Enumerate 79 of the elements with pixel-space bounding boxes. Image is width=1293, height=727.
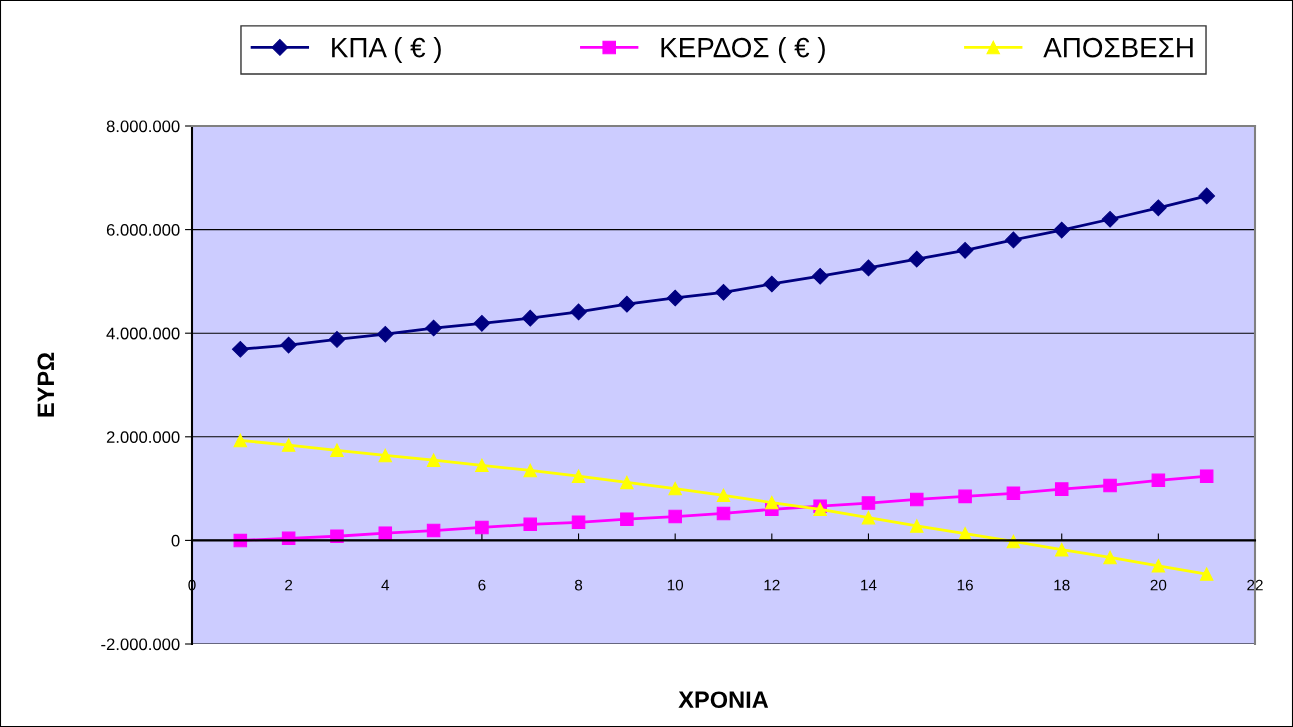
point <box>1005 231 1022 249</box>
point <box>281 438 296 452</box>
point <box>618 295 636 313</box>
y-tick-label: -2.000.000 <box>101 638 180 651</box>
point <box>521 309 539 327</box>
x-axis-title: ΧΡΟΝΙΑ <box>678 691 769 709</box>
point <box>716 488 731 503</box>
point <box>1103 550 1117 565</box>
point <box>376 325 394 343</box>
x-tick-label: 14 <box>861 579 877 591</box>
y-tick-label: 8.000.000 <box>106 120 180 133</box>
legend-label: ΚΕΡΔΟΣ ( € ) <box>661 37 825 63</box>
point <box>908 250 926 268</box>
y-tick-label: 4.000.000 <box>106 327 180 340</box>
point <box>231 340 249 358</box>
point <box>1151 473 1166 488</box>
point <box>330 529 344 544</box>
y-tick-label: 0 <box>171 534 180 547</box>
point <box>910 519 924 533</box>
point <box>716 506 731 521</box>
point <box>475 458 489 473</box>
point <box>763 275 781 293</box>
y-tick-label: 2.000.000 <box>106 431 180 443</box>
point <box>1054 482 1069 496</box>
point <box>813 502 827 517</box>
point <box>523 517 537 532</box>
point <box>426 453 441 467</box>
point <box>571 515 586 530</box>
point <box>328 331 346 348</box>
point <box>1101 210 1119 228</box>
point <box>860 259 877 277</box>
x-tick-label: 18 <box>1054 579 1070 591</box>
point <box>1199 567 1214 581</box>
point <box>426 523 441 538</box>
point <box>620 475 634 490</box>
point <box>378 448 393 463</box>
x-tick-label: 12 <box>764 579 780 591</box>
x-tick-label: 16 <box>957 579 973 591</box>
point <box>668 509 682 524</box>
point <box>765 495 779 510</box>
point <box>1103 478 1117 493</box>
point <box>378 526 393 540</box>
x-tick-label: 2 <box>285 579 293 591</box>
point <box>330 443 344 458</box>
point <box>475 520 489 535</box>
point <box>861 510 876 525</box>
point <box>1149 199 1167 217</box>
point <box>811 267 829 285</box>
x-tick-label: 8 <box>574 579 583 591</box>
x-tick-label: 10 <box>667 579 684 591</box>
point <box>571 469 586 483</box>
point <box>1006 486 1021 501</box>
point <box>1151 559 1166 573</box>
point <box>233 433 248 448</box>
x-tick-label: 22 <box>1247 579 1263 591</box>
y-axis-title: ΕΥΡΩ <box>37 352 54 417</box>
x-tick-label: 6 <box>478 579 486 591</box>
point <box>473 314 491 332</box>
point <box>861 496 876 510</box>
point <box>1053 221 1071 239</box>
x-tick-label: 4 <box>381 579 390 591</box>
point <box>280 336 298 354</box>
point <box>570 303 587 321</box>
point <box>958 489 972 504</box>
point <box>668 481 682 496</box>
point <box>523 463 537 478</box>
legend-label: ΑΠΟΣΒΕΣΗ <box>1043 37 1193 58</box>
point <box>1199 469 1214 483</box>
point <box>620 512 634 526</box>
point <box>666 289 684 307</box>
point <box>910 492 924 507</box>
point <box>1054 542 1069 557</box>
point <box>425 319 442 337</box>
point <box>956 241 974 259</box>
y-tick-label: 6.000.000 <box>106 224 180 236</box>
x-tick-label: 20 <box>1150 579 1167 591</box>
legend-label: ΚΠΑ ( € ) <box>332 37 441 63</box>
point <box>1198 187 1216 205</box>
point <box>715 283 732 301</box>
